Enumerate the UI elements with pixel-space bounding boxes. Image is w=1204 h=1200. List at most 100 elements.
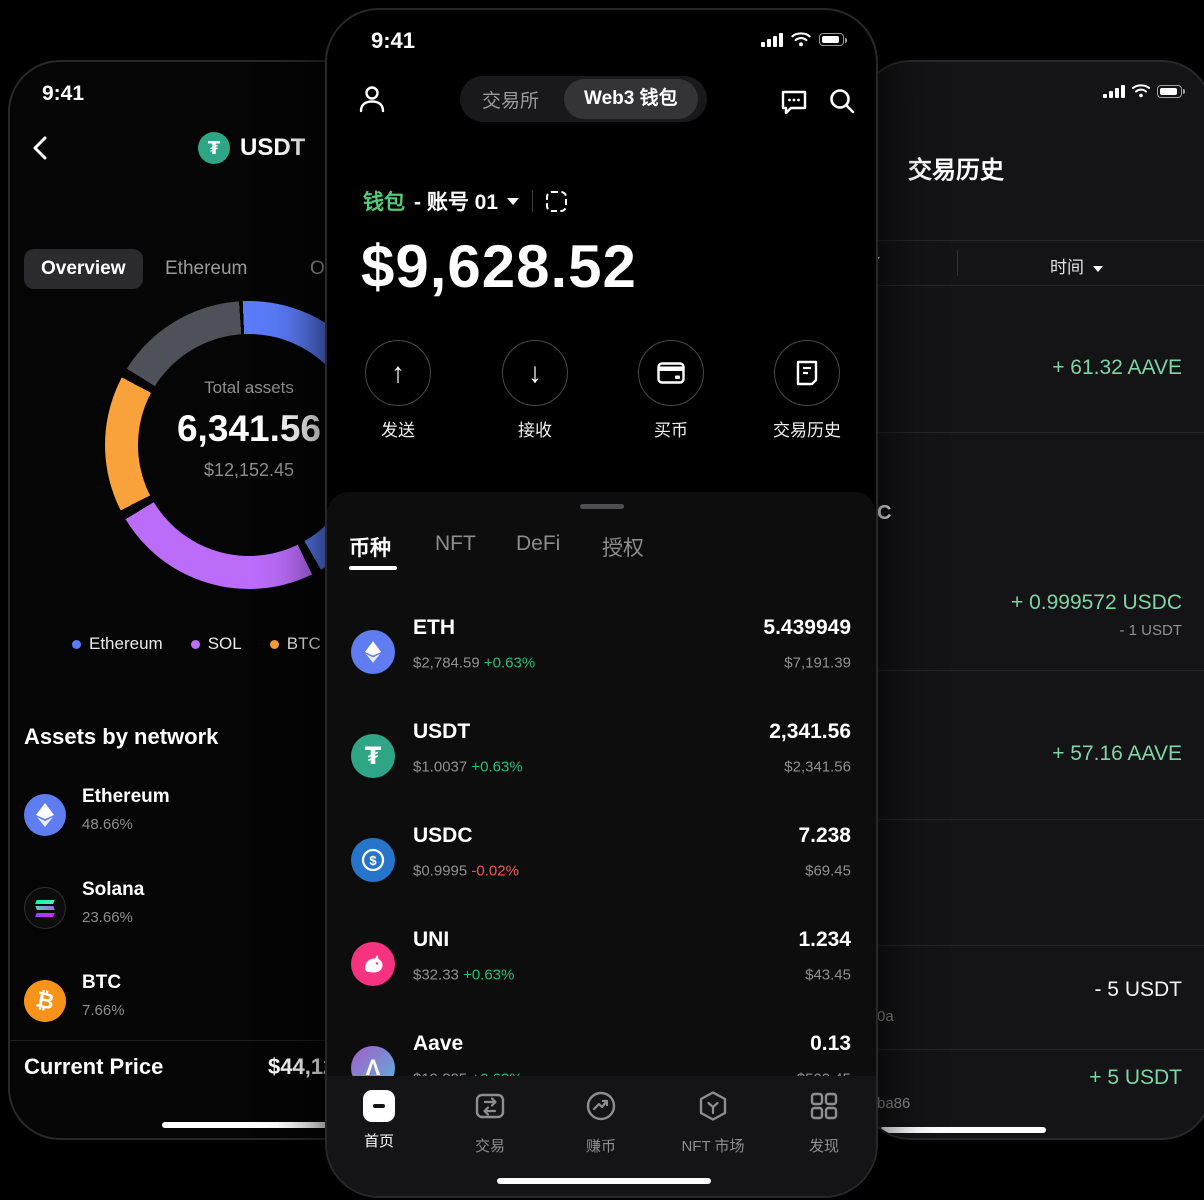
send-arrow-up-icon: ↑ (365, 340, 431, 406)
battery-icon (1157, 84, 1185, 98)
divider (862, 670, 1204, 671)
account-label: - 账号 01 (414, 191, 499, 214)
nav-home[interactable]: 首页 (329, 1090, 429, 1151)
divider (862, 819, 1204, 820)
token-row-uni[interactable]: UNI $32.33 +0.63% 1.234 $43.45 (327, 916, 876, 1012)
token-row-eth[interactable]: ETH $2,784.59 +0.63% 5.439949 $7,191.39 (327, 604, 876, 700)
back-chevron-icon (33, 136, 47, 160)
buy-crypto-button[interactable]: 买币 (616, 340, 726, 441)
right-phone: 交易历史 时间 + 61.32 AAVE C + 0.999572 USDC -… (860, 60, 1204, 1140)
chevron-down-icon (1093, 265, 1104, 272)
segment-web3-wallet[interactable]: Web3 钱包 (564, 79, 698, 119)
battery-icon (819, 33, 847, 46)
divider (862, 240, 1204, 241)
chat-icon (781, 90, 807, 115)
history-document-icon (774, 340, 840, 406)
legend-dot-blue (72, 640, 81, 649)
home-indicator[interactable] (162, 1122, 334, 1128)
network-row-solana[interactable]: Solana 23.66% (24, 873, 324, 943)
home-indicator[interactable] (880, 1127, 1046, 1133)
total-balance: $9,628.52 (361, 233, 637, 300)
nav-discover[interactable]: 发现 (774, 1090, 874, 1156)
tx-amount[interactable]: + 5 USDT (1089, 1066, 1182, 1089)
send-button[interactable]: ↑ 发送 (343, 340, 453, 441)
transaction-history-button[interactable]: 交易历史 (752, 340, 862, 441)
token-row-usdt[interactable]: ₮ USDT $1.0037 +0.63% 2,341.56 $2,341.56 (327, 708, 876, 804)
home-icon (363, 1090, 395, 1122)
legend-item-sol: SOL (190, 634, 242, 654)
network-row-ethereum[interactable]: Ethereum 48.66% (24, 780, 324, 850)
scan-icon[interactable] (546, 190, 568, 212)
footer-divider (10, 1040, 551, 1041)
section-title-assets-by-network: Assets by network (24, 724, 219, 749)
divider (862, 1049, 1204, 1050)
donut-center-usd: $12,152.45 (203, 460, 295, 480)
donut-center-value: 6,341.56 (176, 408, 322, 449)
current-price-value: $44,12 (268, 1054, 336, 1079)
legend-item-ethereum: Ethereum (72, 634, 163, 654)
account-selector[interactable]: 钱包 - 账号 01 (363, 186, 568, 216)
time-filter-button[interactable]: 时间 (1050, 253, 1104, 278)
divider (532, 190, 534, 212)
tab-coins[interactable]: 币种 (349, 537, 391, 560)
page-title: USDT (240, 134, 306, 161)
status-time: 9:41 (42, 82, 85, 105)
divider (862, 945, 1204, 946)
earn-icon (586, 1091, 616, 1121)
nav-trade[interactable]: 交易 (440, 1090, 540, 1156)
nft-market-icon (699, 1091, 727, 1121)
tx-amount[interactable]: + 57.16 AAVE (1052, 742, 1182, 765)
svg-text:$: $ (369, 853, 377, 868)
divider (862, 432, 1204, 433)
segment-exchange[interactable]: 交易所 (482, 90, 540, 112)
donut-hole: Total assets 6,341.56 $12,152.45 (138, 334, 360, 556)
legend-dot-orange (269, 640, 279, 649)
nav-nft-market[interactable]: NFT 市场 (663, 1090, 763, 1156)
tx-amount[interactable]: + 61.32 AAVE (1052, 356, 1182, 379)
token-row-usdc[interactable]: $ USDC $0.9995 -0.02% 7.238 $69.45 (327, 812, 876, 908)
chat-button[interactable] (779, 86, 809, 121)
tab-ethereum[interactable]: Ethereum (165, 258, 248, 279)
donut-legend: Ethereum SOL BTC (72, 634, 321, 654)
network-row-btc[interactable]: ₿ BTC 7.66% (20, 966, 324, 1036)
profile-button[interactable] (357, 84, 387, 119)
active-tab-underline (349, 566, 397, 570)
discover-icon (810, 1092, 838, 1120)
nav-earn[interactable]: 赚币 (551, 1090, 651, 1156)
back-button[interactable] (28, 134, 54, 167)
tab-nft[interactable]: NFT (435, 532, 476, 555)
status-time: 9:41 (371, 28, 416, 53)
receive-button[interactable]: ↓ 接收 (480, 340, 590, 441)
bottom-navigation: 首页 交易 赚币 NFT 市场 发现 (327, 1076, 876, 1196)
page-title: 交易历史 (908, 157, 1004, 184)
tab-overview[interactable]: Overview (24, 249, 143, 289)
solana-icon (24, 887, 66, 929)
ethereum-icon (24, 794, 66, 836)
bitcoin-icon: ₿ (20, 976, 70, 1026)
wifi-icon (791, 32, 811, 47)
usdc-icon: $ (351, 838, 395, 882)
eth-icon (351, 630, 395, 674)
tether-icon: ₮ (351, 734, 395, 778)
home-indicator[interactable] (497, 1178, 711, 1184)
divider (862, 285, 1204, 286)
drag-handle[interactable] (579, 504, 624, 509)
legend-item-btc: BTC (269, 634, 321, 654)
signal-icon (1103, 84, 1125, 98)
tx-address-fragment: ba86 (877, 1095, 911, 1112)
center-phone: 9:41 交易所 Web3 钱包 钱包 - 账号 01 $9, (325, 8, 878, 1198)
receive-arrow-down-icon: ↓ (502, 340, 568, 406)
wallet-label: 钱包 (363, 191, 405, 214)
legend-dot-purple (190, 640, 200, 649)
donut-center-label: Total assets (204, 378, 294, 397)
tx-sub-amount: - 1 USDT (1119, 622, 1182, 639)
tx-amount[interactable]: - 5 USDT (1094, 978, 1182, 1001)
filter-divider (957, 250, 958, 276)
tab-truncated[interactable]: O (310, 258, 325, 279)
tab-approvals[interactable]: 授权 (602, 537, 644, 560)
tx-amount[interactable]: + 0.999572 USDC (1010, 591, 1182, 614)
chevron-down-icon (507, 197, 520, 205)
tab-defi[interactable]: DeFi (516, 532, 561, 555)
search-button[interactable] (827, 86, 857, 121)
